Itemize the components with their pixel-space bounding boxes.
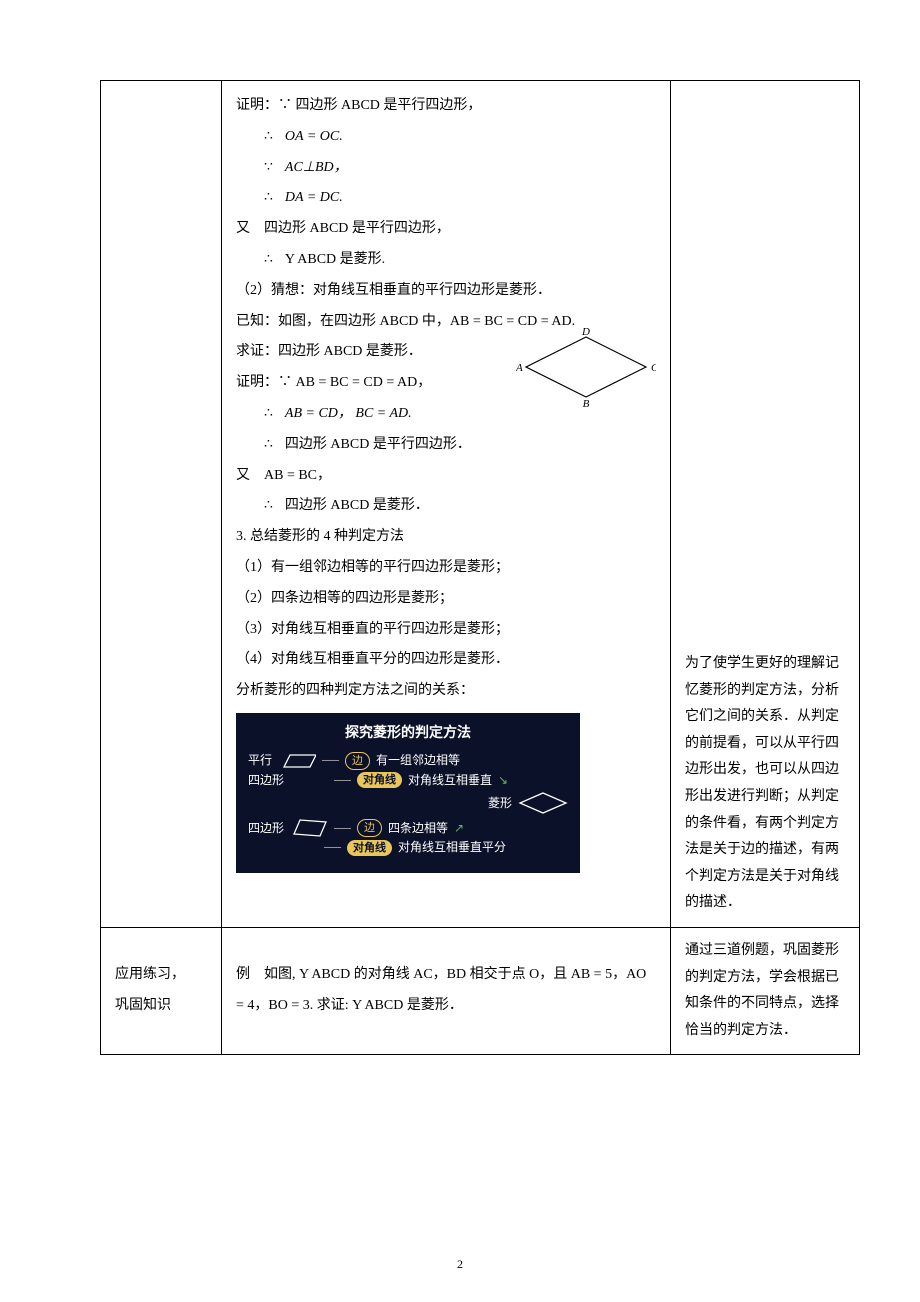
diagram-text: 四条边相等 [388,820,448,837]
math-text: 四边形 ABCD 是平行四边形． [285,437,471,452]
method-item: （4）对角线互相垂直平分的四边形是菱形． [236,645,656,676]
diagram-label: 四边形 [248,820,284,837]
example-text: 例 如图, Y ABCD 的对角线 AC，BD 相交于点 O，且 AB = 5，… [236,960,656,1022]
stage-label: 应用练习， [115,960,207,991]
diagram-row: 菱形 [248,791,568,815]
math-text: DA = DC. [285,190,343,205]
pill-edge: 边 [357,819,382,837]
summary-title: 3. 总结菱形的 4 种判定方法 [236,522,656,553]
lesson-plan-table: 证明：∵ 四边形 ABCD 是平行四边形， OA = OC. AC⊥BD， DA… [100,80,860,1055]
stage-cell-2: 应用练习， 巩固知识 [101,927,222,1054]
proof-line: Y ABCD 是菱形. [236,245,656,276]
diagram-text: 对角线互相垂直平分 [398,839,506,856]
parallelogram-icon [278,751,316,771]
math-text: Y ABCD 是菱形. [285,252,385,267]
diagram-row: ── 对角线 对角线互相垂直平分 [248,839,568,856]
quadrilateral-icon [290,818,328,838]
proof-line: 证明：∵ 四边形 ABCD 是平行四边形， [236,91,656,122]
proof-line: （2）猜想：对角线互相垂直的平行四边形是菱形． [236,276,656,307]
math-text: OA = OC. [285,129,343,144]
proof-line: 四边形 ABCD 是平行四边形． [236,430,656,461]
diagram-title: 探究菱形的判定方法 [248,723,568,743]
diagram-text: 有一组邻边相等 [376,752,460,769]
pill-diagonal: 对角线 [347,840,392,856]
diagram-row: 平行 ── 边 有一组邻边相等 [248,751,568,771]
teacher-notes: 通过三道例题，巩固菱形的判定方法，学会根据已知条件的不同特点，选择恰当的判定方法… [685,938,845,1044]
proof-line: 求证：四边形 ABCD 是菱形． D C B A [236,337,656,368]
notes-cell-2: 通过三道例题，巩固菱形的判定方法，学会根据已知条件的不同特点，选择恰当的判定方法… [671,927,860,1054]
table-row: 应用练习， 巩固知识 例 如图, Y ABCD 的对角线 AC，BD 相交于点 … [101,927,860,1054]
stage-label: 巩固知识 [115,991,207,1022]
diagram-slide: 探究菱形的判定方法 平行 ── 边 有一组邻边相等 四边形 ── 对角线 对角线… [236,713,580,873]
rhombus-figure: D C B A [516,327,656,420]
diagram-label: 菱形 [488,795,512,812]
proof-line: 又 四边形 ABCD 是平行四边形， [236,214,656,245]
rhombus-icon: D C B A [516,327,656,407]
math-text: AB = CD， BC = AD. [285,406,412,421]
math-text: AC⊥BD， [285,160,348,175]
pill-diagonal: 对角线 [357,772,402,788]
proof-line: 四边形 ABCD 是菱形． [236,491,656,522]
math-text: 四边形 ABCD 是菱形． [285,498,429,513]
diagram-row: 四边形 ── 对角线 对角线互相垂直 ↘ [248,772,568,789]
page-number: 2 [0,1257,920,1272]
proof-text: 求证：四边形 ABCD 是菱形． [236,344,422,359]
svg-text:A: A [516,362,523,374]
pill-edge: 边 [345,752,370,770]
proof-line: 又 AB = BC， [236,461,656,492]
stage-cell-1 [101,81,222,928]
svg-text:B: B [583,398,590,407]
diagram-row: 四边形 ── 边 四条边相等 ↗ [248,818,568,838]
svg-text:C: C [651,362,656,374]
proof-line: AC⊥BD， [236,153,656,184]
method-item: （3）对角线互相垂直的平行四边形是菱形； [236,615,656,646]
teacher-notes: 为了使学生更好的理解记忆菱形的判定方法，分析它们之间的关系．从判定的前提看，可以… [685,91,845,917]
diagram-text: 对角线互相垂直 [408,772,492,789]
diagram-label: 四边形 [248,772,284,789]
table-row: 证明：∵ 四边形 ABCD 是平行四边形， OA = OC. AC⊥BD， DA… [101,81,860,928]
svg-text:D: D [581,327,590,338]
proof-line: OA = OC. [236,122,656,153]
content-cell-2: 例 如图, Y ABCD 的对角线 AC，BD 相交于点 O，且 AB = 5，… [222,927,671,1054]
page: 证明：∵ 四边形 ABCD 是平行四边形， OA = OC. AC⊥BD， DA… [0,0,920,1302]
proof-line: DA = DC. [236,183,656,214]
method-item: （1）有一组邻边相等的平行四边形是菱形； [236,553,656,584]
method-item: （2）四条边相等的四边形是菱形； [236,584,656,615]
content-cell-1: 证明：∵ 四边形 ABCD 是平行四边形， OA = OC. AC⊥BD， DA… [222,81,671,928]
diagram-label: 平行 [248,752,272,769]
rhombus-icon [518,791,568,815]
notes-cell-1: 为了使学生更好的理解记忆菱形的判定方法，分析它们之间的关系．从判定的前提看，可以… [671,81,860,928]
relation-title: 分析菱形的四种判定方法之间的关系： [236,676,656,707]
